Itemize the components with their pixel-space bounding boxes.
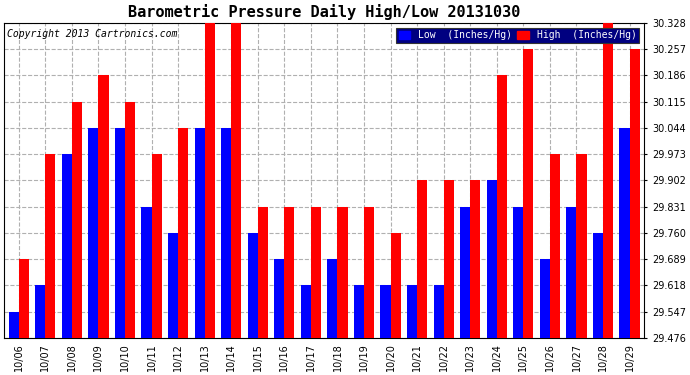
Bar [115, 128, 125, 338]
Bar [629, 49, 640, 338]
Title: Barometric Pressure Daily High/Low 20131030: Barometric Pressure Daily High/Low 20131… [128, 4, 520, 20]
Bar [471, 180, 480, 338]
Bar [540, 259, 550, 338]
Bar [380, 285, 391, 338]
Bar [417, 180, 427, 338]
Bar [364, 207, 374, 338]
Bar [460, 207, 471, 338]
Bar [205, 23, 215, 338]
Bar [407, 285, 417, 338]
Bar [497, 75, 507, 338]
Bar [19, 259, 29, 338]
Bar [301, 285, 311, 338]
Bar [221, 128, 231, 338]
Bar [9, 312, 19, 338]
Bar [168, 233, 178, 338]
Bar [284, 207, 295, 338]
Bar [486, 180, 497, 338]
Bar [566, 207, 576, 338]
Bar [72, 102, 82, 338]
Bar [152, 154, 161, 338]
Text: Copyright 2013 Cartronics.com: Copyright 2013 Cartronics.com [8, 29, 178, 39]
Bar [88, 128, 99, 338]
Bar [550, 154, 560, 338]
Bar [248, 233, 258, 338]
Bar [593, 233, 603, 338]
Bar [337, 207, 348, 338]
Bar [99, 75, 108, 338]
Bar [513, 207, 523, 338]
Legend: Low  (Inches/Hg), High  (Inches/Hg): Low (Inches/Hg), High (Inches/Hg) [396, 28, 640, 44]
Bar [354, 285, 364, 338]
Bar [195, 128, 205, 338]
Bar [433, 285, 444, 338]
Bar [523, 49, 533, 338]
Bar [125, 102, 135, 338]
Bar [46, 154, 55, 338]
Bar [178, 128, 188, 338]
Bar [141, 207, 152, 338]
Bar [391, 233, 401, 338]
Bar [35, 285, 46, 338]
Bar [62, 154, 72, 338]
Bar [311, 207, 321, 338]
Bar [274, 259, 284, 338]
Bar [620, 128, 629, 338]
Bar [258, 207, 268, 338]
Bar [231, 23, 241, 338]
Bar [603, 23, 613, 338]
Bar [444, 180, 454, 338]
Bar [576, 154, 586, 338]
Bar [327, 259, 337, 338]
